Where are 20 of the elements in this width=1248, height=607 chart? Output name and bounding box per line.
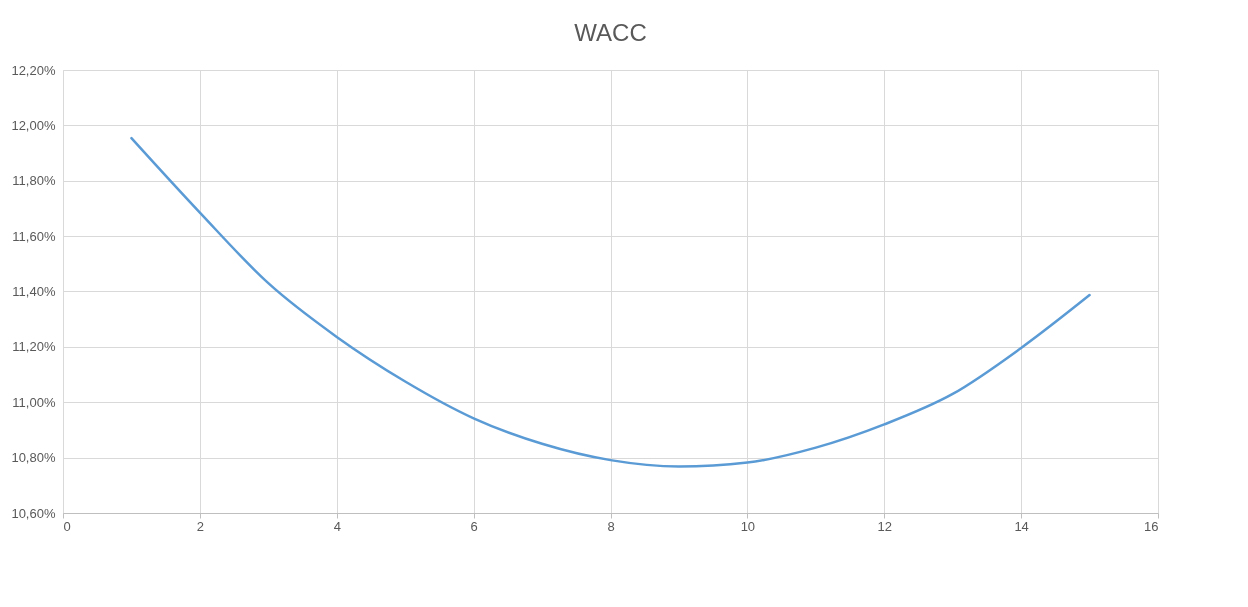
x-tick-label: 14	[1014, 518, 1029, 534]
y-tick-label: 10,60%	[11, 505, 56, 521]
x-tick-label: 16	[1144, 518, 1159, 534]
x-tick-label: 6	[470, 518, 478, 534]
y-tick-label: 11,00%	[12, 394, 56, 410]
y-tick-label: 11,20%	[12, 339, 56, 355]
y-tick-label: 12,00%	[11, 117, 56, 133]
x-tick-label: 4	[333, 518, 341, 534]
y-tick-label: 11,40%	[12, 284, 56, 299]
y-tick-label: 11,80%	[12, 173, 56, 189]
x-tick-label: 0	[63, 518, 71, 534]
chart-title: WACC	[574, 19, 647, 46]
line-series	[130, 136, 1091, 468]
x-tick-label: 8	[607, 518, 615, 534]
y-tick-label: 10,80%	[11, 450, 56, 466]
x-tick-label: 10	[740, 518, 756, 534]
y-tick-label: 11,60%	[12, 228, 56, 244]
y-tick-label: 12,20%	[11, 62, 56, 78]
x-tick-label: 2	[196, 518, 204, 534]
x-tick-label: 12	[877, 518, 892, 534]
